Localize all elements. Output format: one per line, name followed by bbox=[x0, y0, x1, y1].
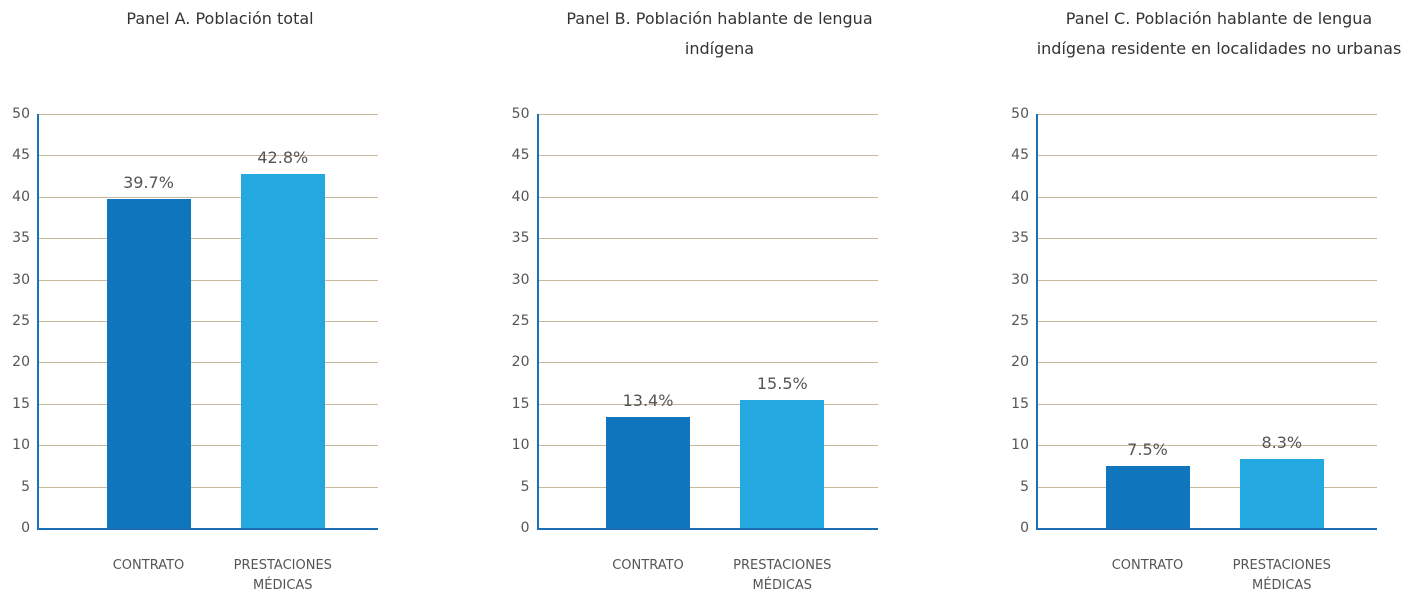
y-tick-label: 50 bbox=[511, 106, 530, 122]
grid-line bbox=[1037, 362, 1377, 364]
grid-line bbox=[38, 445, 378, 447]
y-tick-label: 15 bbox=[511, 395, 530, 412]
y-tick-label: 20 bbox=[12, 354, 30, 371]
grid-line bbox=[38, 486, 378, 488]
y-tick-label: 50 bbox=[12, 106, 30, 122]
x-tick-label: PRESTACIONES MÉDICAS bbox=[733, 558, 832, 593]
bar bbox=[1239, 459, 1324, 528]
grid-line bbox=[537, 321, 878, 322]
y-tick-label: 20 bbox=[1011, 354, 1029, 371]
y-tick-label: 20 bbox=[511, 354, 530, 371]
bar bbox=[1105, 465, 1190, 528]
value-label: 7.5% bbox=[1127, 439, 1168, 459]
bar bbox=[740, 399, 825, 528]
grid-line bbox=[38, 196, 378, 198]
grid-line bbox=[1037, 238, 1377, 240]
grid-line bbox=[38, 155, 378, 157]
y-tick-label: 35 bbox=[1011, 230, 1029, 247]
y-tick-label: 35 bbox=[12, 230, 30, 247]
grid-line bbox=[537, 279, 878, 281]
y-tick-label: 45 bbox=[12, 147, 30, 164]
y-tick-label: 50 bbox=[1011, 106, 1029, 122]
grid-line bbox=[537, 114, 878, 115]
y-tick-label: 40 bbox=[511, 188, 530, 205]
y-tick-label: 25 bbox=[511, 313, 530, 329]
y-tick-label: 5 bbox=[520, 478, 530, 495]
y-tick-label: 5 bbox=[1020, 478, 1029, 495]
y-tick-label: 15 bbox=[1011, 395, 1029, 412]
grid-line bbox=[38, 279, 378, 281]
value-label: 42.8% bbox=[257, 147, 309, 167]
y-tick-label: 10 bbox=[1011, 437, 1029, 454]
grid-line bbox=[1037, 321, 1377, 322]
grid-line bbox=[537, 486, 878, 488]
y-tick-label: 0 bbox=[21, 520, 30, 536]
y-tick-label: 40 bbox=[12, 188, 30, 205]
x-axis bbox=[37, 528, 378, 530]
grid-line bbox=[1037, 445, 1377, 447]
grid-line bbox=[38, 362, 378, 364]
y-tick-label: 45 bbox=[511, 147, 530, 164]
value-label: 13.4% bbox=[622, 391, 674, 411]
y-tick-label: 45 bbox=[1011, 147, 1029, 164]
grid-line bbox=[537, 362, 878, 364]
grid-line bbox=[537, 196, 878, 198]
y-tick-label: 30 bbox=[1011, 271, 1029, 288]
y-tick-label: 25 bbox=[12, 313, 30, 329]
grid-line bbox=[537, 238, 878, 240]
value-label: 8.3% bbox=[1261, 433, 1303, 453]
x-tick-label: CONTRATO bbox=[612, 558, 684, 573]
panel-title: Panel C. Población hablante de lengua in… bbox=[1036, 9, 1402, 58]
grid-line bbox=[38, 403, 378, 405]
y-tick-label: 30 bbox=[12, 271, 30, 288]
y-tick-label: 15 bbox=[12, 395, 30, 412]
grid-line bbox=[1037, 403, 1377, 405]
grid-line bbox=[537, 445, 878, 447]
grid-line bbox=[1037, 196, 1377, 198]
y-tick-label: 5 bbox=[21, 478, 30, 495]
y-tick-label: 10 bbox=[511, 437, 530, 454]
y-tick-label: 0 bbox=[1020, 520, 1029, 536]
x-tick-label: CONTRATO bbox=[112, 558, 185, 573]
bar bbox=[240, 173, 325, 528]
y-tick-label: 35 bbox=[511, 230, 530, 247]
value-label: 15.5% bbox=[756, 373, 808, 393]
x-tick-label: PRESTACIONES MÉDICAS bbox=[1232, 558, 1331, 593]
grid-line bbox=[1037, 155, 1377, 157]
y-axis bbox=[37, 114, 39, 528]
y-axis bbox=[536, 114, 539, 528]
x-axis bbox=[536, 528, 878, 530]
y-tick-label: 25 bbox=[1011, 313, 1029, 329]
bar bbox=[606, 417, 690, 528]
panel-title: Panel B. Población hablante de lengua in… bbox=[566, 9, 873, 58]
y-tick-label: 40 bbox=[1011, 188, 1029, 205]
bar bbox=[106, 199, 191, 528]
value-label: 39.7% bbox=[123, 173, 174, 193]
y-tick-label: 0 bbox=[520, 520, 530, 536]
y-tick-label: 10 bbox=[12, 437, 30, 454]
grid-line bbox=[1037, 279, 1377, 281]
x-tick-label: PRESTACIONES MÉDICAS bbox=[233, 558, 332, 593]
grid-line bbox=[1037, 114, 1377, 115]
grid-line bbox=[537, 403, 878, 405]
panel-title: Panel A. Población total bbox=[126, 9, 314, 28]
x-tick-label: CONTRATO bbox=[1111, 558, 1184, 573]
y-tick-label: 30 bbox=[511, 271, 530, 288]
grid-line bbox=[1037, 486, 1377, 488]
grid-line bbox=[537, 155, 878, 157]
grid-line bbox=[38, 321, 378, 322]
y-axis bbox=[1036, 114, 1038, 528]
grid-line bbox=[38, 238, 378, 240]
x-axis bbox=[1036, 528, 1377, 530]
grid-line bbox=[38, 114, 378, 115]
